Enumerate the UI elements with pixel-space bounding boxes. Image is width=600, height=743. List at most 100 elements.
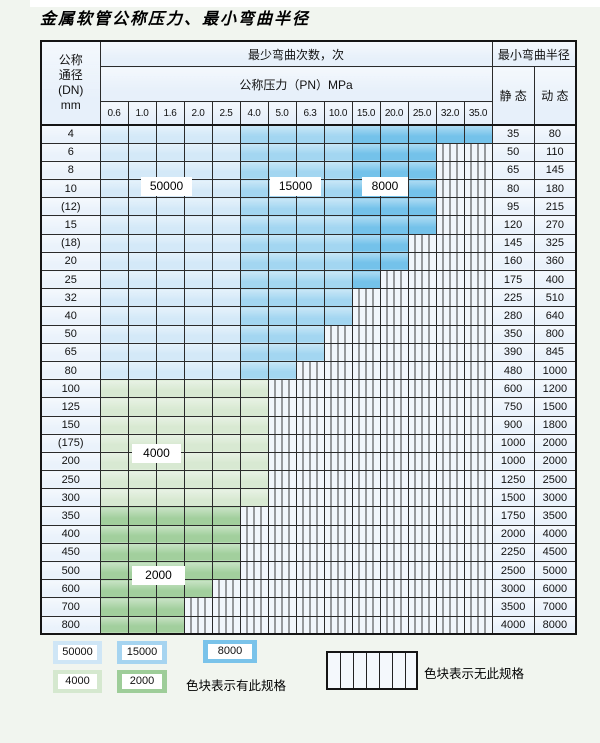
spec-available-cell <box>183 542 213 563</box>
static-radius-cell: 750 <box>491 397 535 417</box>
spec-available-cell <box>351 215 381 235</box>
dynamic-radius-cell: 1500 <box>533 397 577 417</box>
spec-available-cell <box>211 269 241 290</box>
static-radius-cell: 3000 <box>491 579 535 599</box>
no-spec-hatched-cell <box>323 470 353 490</box>
spec-available-cell <box>99 615 129 635</box>
no-spec-hatched-cell <box>351 360 381 381</box>
spec-available-cell <box>155 360 185 381</box>
no-spec-hatched-cell <box>463 433 493 453</box>
spec-available-cell <box>155 470 185 490</box>
no-spec-hatched-cell <box>435 215 465 235</box>
spec-available-cell <box>127 379 157 399</box>
spec-available-cell <box>183 470 213 490</box>
dn-header-line: 通径 <box>58 68 83 82</box>
spec-available-cell <box>379 142 409 162</box>
spec-available-cell <box>155 288 185 308</box>
spec-available-cell <box>239 342 269 362</box>
table-row: 450 2250 4500 <box>40 542 577 563</box>
no-spec-hatched-cell <box>379 360 409 381</box>
spec-available-cell <box>127 197 157 217</box>
dynamic-radius-cell: 3500 <box>533 506 577 526</box>
pressure-value-header: 10.0 <box>323 101 353 126</box>
spec-available-cell <box>267 306 297 326</box>
static-column-header: 静 态 <box>491 66 535 126</box>
pressure-value-header: 25.0 <box>407 101 437 126</box>
no-spec-hatched-cell <box>379 433 409 453</box>
no-spec-hatched-cell <box>239 579 269 599</box>
static-radius-cell: 145 <box>491 233 535 253</box>
cycles-label-8000: 8000 <box>362 177 408 196</box>
spec-available-cell <box>183 524 213 544</box>
dn-cell: 125 <box>40 397 101 417</box>
spec-available-cell <box>99 397 129 417</box>
spec-available-cell <box>99 379 129 399</box>
no-spec-hatched-cell <box>435 542 465 563</box>
dynamic-radius-cell: 3000 <box>533 488 577 508</box>
spec-available-cell <box>127 342 157 362</box>
spec-available-cell <box>239 360 269 381</box>
spec-available-cell <box>99 215 129 235</box>
spec-available-cell <box>211 397 241 417</box>
spec-available-cell <box>351 142 381 162</box>
spec-available-cell <box>127 470 157 490</box>
spec-available-cell <box>267 360 297 381</box>
spec-available-cell <box>99 306 129 326</box>
table-row: 300 1500 3000 <box>40 488 577 508</box>
dn-cell: 800 <box>40 615 101 635</box>
no-spec-hatched-cell <box>435 179 465 199</box>
legend-swatch-2000: 2000 <box>117 670 167 693</box>
spec-available-cell <box>155 542 185 563</box>
spec-available-cell <box>323 251 353 272</box>
dn-cell: (175) <box>40 433 101 453</box>
no-spec-hatched-cell <box>463 470 493 490</box>
dynamic-radius-cell: 1000 <box>533 360 577 381</box>
dynamic-radius-cell: 110 <box>533 142 577 162</box>
spec-available-cell <box>127 233 157 253</box>
legend-swatch-label: 2000 <box>122 674 162 689</box>
spec-available-cell <box>379 123 409 144</box>
no-spec-hatched-cell <box>379 324 409 344</box>
no-spec-hatched-cell <box>379 415 409 435</box>
no-spec-hatched-cell <box>351 433 381 453</box>
no-spec-hatched-cell <box>211 597 241 617</box>
no-spec-hatched-cell <box>435 415 465 435</box>
dn-cell: 350 <box>40 506 101 526</box>
spec-available-cell <box>407 142 437 162</box>
static-radius-cell: 480 <box>491 360 535 381</box>
no-spec-hatched-cell <box>323 379 353 399</box>
spec-available-cell <box>267 251 297 272</box>
no-spec-hatched-cell <box>295 451 325 472</box>
static-radius-cell: 280 <box>491 306 535 326</box>
spec-available-cell <box>155 306 185 326</box>
table-row: 80 480 1000 <box>40 360 577 381</box>
dynamic-radius-cell: 2500 <box>533 470 577 490</box>
nominal-pressure-header: 公称压力（PN）MPa <box>99 66 493 102</box>
no-spec-hatched-cell <box>351 324 381 344</box>
spec-available-cell <box>379 197 409 217</box>
no-spec-hatched-cell <box>407 451 437 472</box>
no-spec-hatched-cell <box>435 324 465 344</box>
legend-swatch-label: 50000 <box>58 645 97 660</box>
spec-available-cell <box>211 160 241 181</box>
spec-available-cell <box>407 160 437 181</box>
spec-available-cell <box>239 470 269 490</box>
spec-available-cell <box>351 123 381 144</box>
no-spec-hatched-cell <box>435 233 465 253</box>
no-spec-hatched-cell <box>323 579 353 599</box>
spec-available-cell <box>435 123 465 144</box>
spec-available-cell <box>267 142 297 162</box>
spec-available-cell <box>99 506 129 526</box>
spec-available-cell <box>99 488 129 508</box>
no-spec-hatched-cell <box>379 306 409 326</box>
dynamic-radius-cell: 325 <box>533 233 577 253</box>
dn-cell: 250 <box>40 470 101 490</box>
spec-available-cell <box>351 269 381 290</box>
no-spec-hatched-cell <box>407 415 437 435</box>
table-row: 32 225 510 <box>40 288 577 308</box>
dynamic-radius-cell: 215 <box>533 197 577 217</box>
pressure-value-header: 5.0 <box>267 101 297 126</box>
dynamic-radius-cell: 180 <box>533 179 577 199</box>
spec-available-cell <box>127 615 157 635</box>
table-row: 15 120 270 <box>40 215 577 235</box>
